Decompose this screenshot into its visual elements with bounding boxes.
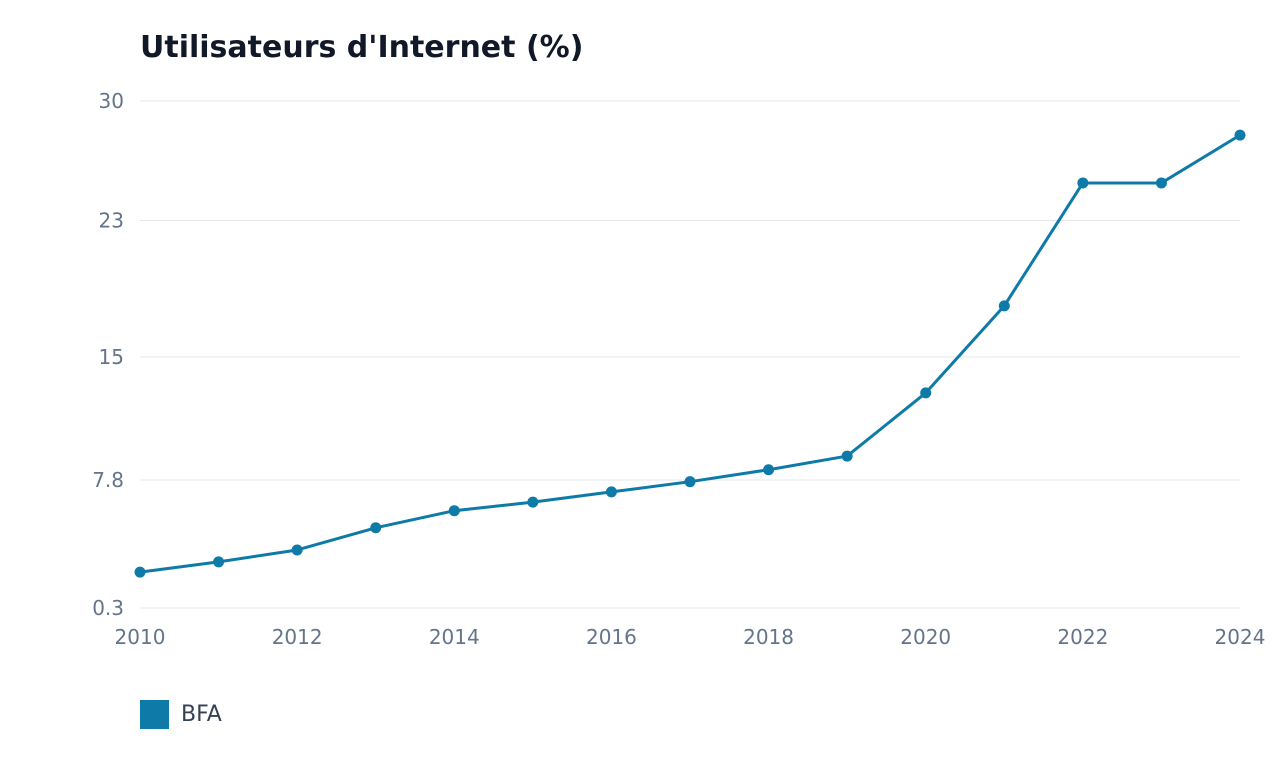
data-point bbox=[134, 566, 146, 578]
y-tick-label: 30 bbox=[99, 89, 124, 113]
legend-swatch bbox=[140, 700, 169, 729]
x-tick-label: 2014 bbox=[429, 625, 480, 649]
data-point bbox=[1234, 129, 1246, 141]
x-tick-label: 2010 bbox=[115, 625, 166, 649]
x-tick-label: 2018 bbox=[743, 625, 794, 649]
y-axis-ticks: 30 23 15 7.8 0.3 bbox=[92, 89, 124, 620]
series-layer bbox=[134, 129, 1246, 578]
data-point bbox=[763, 464, 775, 476]
y-tick-label: 23 bbox=[99, 208, 124, 232]
x-axis-ticks: 2010 2012 2014 2016 2018 2020 2022 2024 bbox=[115, 625, 1266, 649]
data-point bbox=[1077, 177, 1089, 189]
y-tick-label: 0.3 bbox=[92, 596, 124, 620]
x-tick-label: 2016 bbox=[586, 625, 637, 649]
chart-title: Utilisateurs d'Internet (%) bbox=[140, 30, 584, 65]
y-tick-label: 7.8 bbox=[92, 468, 124, 492]
data-point bbox=[370, 522, 382, 534]
data-point bbox=[841, 450, 853, 462]
x-tick-label: 2022 bbox=[1057, 625, 1108, 649]
data-point bbox=[1155, 177, 1167, 189]
data-point bbox=[448, 505, 460, 517]
data-point bbox=[291, 544, 303, 556]
x-tick-label: 2012 bbox=[272, 625, 323, 649]
y-tick-label: 15 bbox=[99, 345, 124, 369]
x-tick-label: 2024 bbox=[1215, 625, 1266, 649]
data-point bbox=[605, 486, 617, 498]
series-line bbox=[138, 133, 1242, 574]
x-tick-label: 2020 bbox=[900, 625, 951, 649]
data-point bbox=[998, 300, 1010, 312]
data-point bbox=[213, 556, 225, 568]
legend-label: BFA bbox=[181, 702, 222, 727]
data-point bbox=[920, 387, 932, 399]
data-point bbox=[684, 476, 696, 488]
legend: BFA bbox=[140, 700, 222, 729]
data-point bbox=[527, 496, 539, 508]
grid-lines bbox=[140, 100, 1240, 609]
